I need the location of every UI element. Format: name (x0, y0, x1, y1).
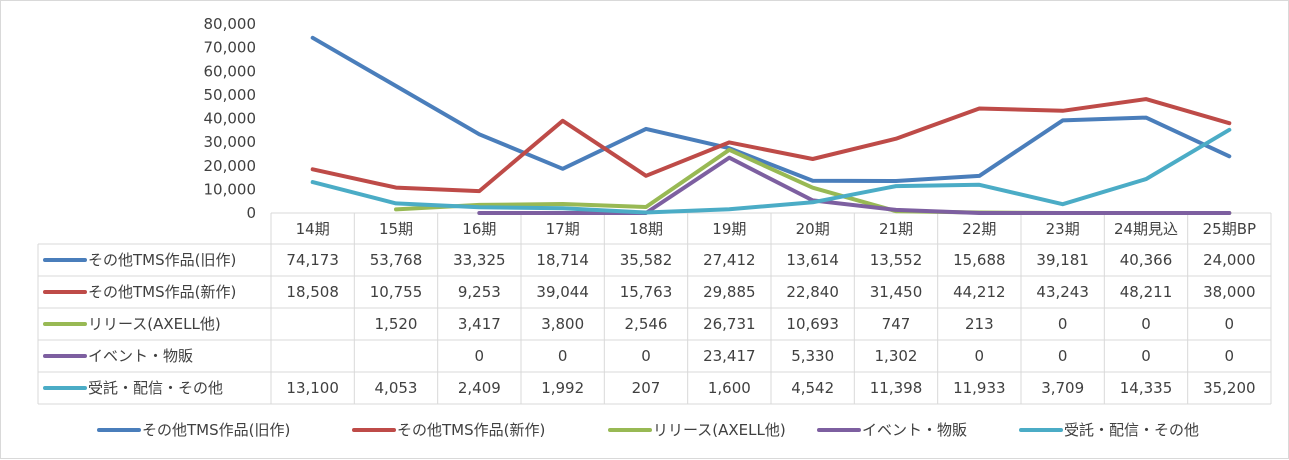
table-cell-value: 2,546 (625, 315, 668, 333)
y-tick-label: 10,000 (204, 180, 257, 198)
table-cell-value: 29,885 (703, 283, 756, 301)
x-tick-label: 22期 (962, 220, 996, 238)
x-tick-label: 25期BP (1203, 220, 1256, 238)
table-cell-value: 1,520 (375, 315, 418, 333)
table-cell-value: 747 (882, 315, 911, 333)
table-cell-value: 40,366 (1120, 251, 1173, 269)
table-cell-value: 33,325 (453, 251, 506, 269)
table-cell-value: 3,417 (458, 315, 501, 333)
x-tick-label: 16期 (462, 220, 496, 238)
table-cell-value: 35,582 (620, 251, 673, 269)
table-cell-value: 35,200 (1203, 379, 1256, 397)
series-line (313, 38, 1230, 181)
table-cell-value: 0 (1141, 347, 1151, 365)
table-cell-value: 48,211 (1120, 283, 1173, 301)
table-cell-value: 13,552 (870, 251, 923, 269)
row-series-label: その他TMS作品(旧作) (88, 251, 236, 269)
table-cell-value: 38,000 (1203, 283, 1256, 301)
row-series-label: リリース(AXELL他) (88, 315, 221, 333)
table-cell-value: 22,840 (786, 283, 839, 301)
table-cell-value: 31,450 (870, 283, 923, 301)
table-cell-value: 10,693 (786, 315, 839, 333)
legend-label: その他TMS作品(旧作) (142, 421, 290, 439)
x-tick-label: 18期 (629, 220, 663, 238)
table-cell-value: 1,600 (708, 379, 751, 397)
legend: その他TMS作品(旧作) その他TMS作品(新作) リリース(AXELL他) イベント… (99, 421, 1199, 439)
table-cell-value: 207 (632, 379, 661, 397)
x-tick-label: 24期見込 (1114, 220, 1178, 238)
table-cell-value: 26,731 (703, 315, 756, 333)
row-series-label: 受託・配信・その他 (88, 379, 223, 397)
legend-label: イベント・物販 (862, 421, 967, 439)
series-line (313, 130, 1230, 213)
table-cell-value: 11,398 (870, 379, 923, 397)
legend-label: 受託・配信・その他 (1064, 421, 1199, 439)
data-table-rows: その他TMS作品(旧作) 74,173 53,768 33,325 18,714 35,5… (45, 251, 1256, 397)
table-cell-value: 9,253 (458, 283, 501, 301)
row-series-label: イベント・物販 (88, 347, 193, 365)
table-cell-value: 14,335 (1120, 379, 1173, 397)
x-tick-label: 19期 (712, 220, 746, 238)
y-tick-label: 0 (246, 204, 256, 222)
x-tick-label: 21期 (879, 220, 913, 238)
table-cell-value: 13,614 (786, 251, 839, 269)
table-cell-value: 0 (975, 347, 985, 365)
table-cell-value: 15,763 (620, 283, 673, 301)
y-tick-label: 70,000 (204, 39, 257, 57)
table-cell-value: 53,768 (370, 251, 423, 269)
table-cell-value: 0 (475, 347, 485, 365)
table-cell-value: 15,688 (953, 251, 1006, 269)
table-cell-value: 39,181 (1036, 251, 1089, 269)
table-cell-value: 1,992 (541, 379, 584, 397)
y-axis: 0 10,000 20,000 30,000 40,000 50,000 60,000 70,… (204, 15, 257, 222)
y-tick-label: 30,000 (204, 133, 257, 151)
table-cell-value: 3,800 (541, 315, 584, 333)
table-cell-value: 43,243 (1036, 283, 1089, 301)
series-lines (313, 38, 1230, 213)
table-cell-value: 5,330 (791, 347, 834, 365)
table-cell-value: 39,044 (536, 283, 589, 301)
table-cell-value: 44,212 (953, 283, 1006, 301)
table-cell-value: 3,709 (1041, 379, 1084, 397)
legend-label: リリース(AXELL他) (653, 421, 786, 439)
table-cell-value: 74,173 (286, 251, 339, 269)
y-tick-label: 50,000 (204, 86, 257, 104)
table-cell-value: 4,053 (375, 379, 418, 397)
x-tick-label: 23期 (1046, 220, 1080, 238)
table-cell-value: 18,714 (536, 251, 589, 269)
y-tick-label: 40,000 (204, 110, 257, 128)
table-cell-value: 18,508 (286, 283, 339, 301)
table-cell-value: 10,755 (370, 283, 423, 301)
x-tick-label: 14期 (296, 220, 330, 238)
table-cell-value: 11,933 (953, 379, 1006, 397)
y-tick-label: 80,000 (204, 15, 257, 33)
y-tick-label: 60,000 (204, 62, 257, 80)
table-cell-value: 2,409 (458, 379, 501, 397)
row-series-label: その他TMS作品(新作) (88, 283, 236, 301)
table-cell-value: 27,412 (703, 251, 756, 269)
data-table-grid (38, 213, 1271, 404)
table-cell-value: 0 (641, 347, 651, 365)
table-cell-value: 23,417 (703, 347, 756, 365)
y-tick-label: 20,000 (204, 157, 257, 175)
table-cell-value: 13,100 (286, 379, 339, 397)
legend-label: その他TMS作品(新作) (397, 421, 545, 439)
table-cell-value: 0 (1225, 347, 1235, 365)
table-cell-value: 24,000 (1203, 251, 1256, 269)
table-cell-value: 0 (1141, 315, 1151, 333)
x-tick-label: 15期 (379, 220, 413, 238)
table-cell-value: 4,542 (791, 379, 834, 397)
table-cell-value: 0 (1225, 315, 1235, 333)
table-cell-value: 0 (1058, 347, 1068, 365)
table-cell-value: 0 (1058, 315, 1068, 333)
x-tick-label: 17期 (546, 220, 580, 238)
x-axis-categories: 14期 15期 16期 17期 18期 19期 20期 21期 22期 23期 24期見込 25期BP (296, 220, 1256, 238)
table-cell-value: 213 (965, 315, 994, 333)
table-cell-value: 1,302 (875, 347, 918, 365)
table-cell-value: 0 (558, 347, 568, 365)
x-tick-label: 20期 (796, 220, 830, 238)
